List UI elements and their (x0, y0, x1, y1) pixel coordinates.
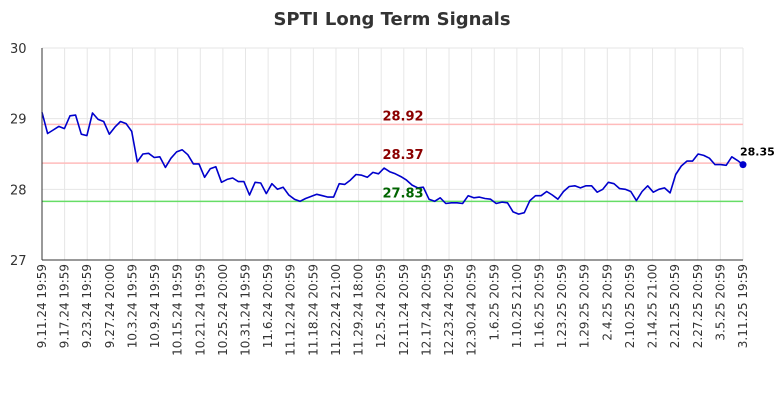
x-tick-label: 10.9.24 19:59 (148, 264, 162, 348)
x-tick-label: 9.17.24 19:59 (58, 264, 72, 348)
x-tick-label: 10.31.24 19:59 (239, 264, 253, 356)
x-tick-label: 10.25.24 20:00 (216, 264, 230, 356)
y-tick-label: 29 (10, 113, 27, 128)
price-series-line (41, 112, 744, 215)
x-tick-label: 1.16.25 20:59 (532, 264, 546, 348)
x-tick-label: 2.4.25 20:59 (600, 264, 614, 341)
last-point-marker (739, 161, 747, 169)
x-tick-label: 2.21.25 20:59 (668, 264, 682, 348)
x-tick-label: 11.22.24 21:00 (329, 264, 343, 356)
signal-line-label: 27.83 (382, 186, 423, 201)
x-tick-label: 2.10.25 20:59 (623, 264, 637, 348)
x-tick-label: 12.17.24 20:59 (419, 264, 433, 356)
x-tick-label: 11.18.24 20:59 (306, 264, 320, 356)
y-tick-label: 27 (10, 254, 27, 269)
x-tick-label: 12.11.24 20:59 (397, 264, 411, 356)
axes: 27 28 29 30 9.11.24 19:59 9.17.24 19:59 9.23.2… (10, 42, 750, 356)
labels: 28.92 28.37 27.83 28.35 (382, 109, 774, 201)
x-tick-label: 11.12.24 20:59 (284, 264, 298, 356)
x-tick-label: 12.5.24 20:59 (374, 264, 388, 348)
signal-line-label: 28.92 (382, 109, 423, 124)
x-tick-label: 1.10.25 21:00 (510, 264, 524, 348)
x-tick-label: 10.15.24 19:59 (171, 264, 185, 356)
x-tick-label: 11.6.24 20:59 (261, 264, 275, 348)
x-tick-label: 10.21.24 19:59 (193, 264, 207, 356)
y-tick-label: 30 (10, 42, 27, 57)
x-tick-label: 12.30.24 20:59 (465, 264, 479, 356)
x-tick-label: 1.29.25 20:59 (578, 264, 592, 348)
x-tick-label: 3.5.25 20:59 (713, 264, 727, 341)
x-tick-label: 9.23.24 19:59 (80, 264, 94, 348)
x-tick-label: 12.23.24 20:59 (442, 264, 456, 356)
x-tick-label: 10.3.24 19:59 (125, 264, 139, 348)
x-tick-label: 2.27.25 20:59 (691, 264, 705, 348)
last-value-label: 28.35 (740, 146, 775, 159)
x-tick-label: 1.23.25 20:59 (555, 264, 569, 348)
x-tick-label: 9.27.24 20:00 (103, 264, 117, 348)
x-tick-label: 9.11.24 19:59 (35, 264, 49, 348)
y-tick-label: 28 (10, 183, 27, 198)
signal-line-label: 28.37 (382, 148, 423, 163)
series-layer (41, 112, 747, 215)
grid (41, 47, 744, 261)
signal-lines (42, 123, 743, 203)
x-tick-label: 1.6.25 20:59 (487, 264, 501, 341)
x-tick-label: 3.11.25 19:59 (736, 264, 750, 348)
x-tick-label: 2.14.25 21:00 (646, 264, 660, 348)
x-tick-label: 11.29.24 18:00 (352, 264, 366, 356)
chart-title: SPTI Long Term Signals (273, 9, 510, 30)
